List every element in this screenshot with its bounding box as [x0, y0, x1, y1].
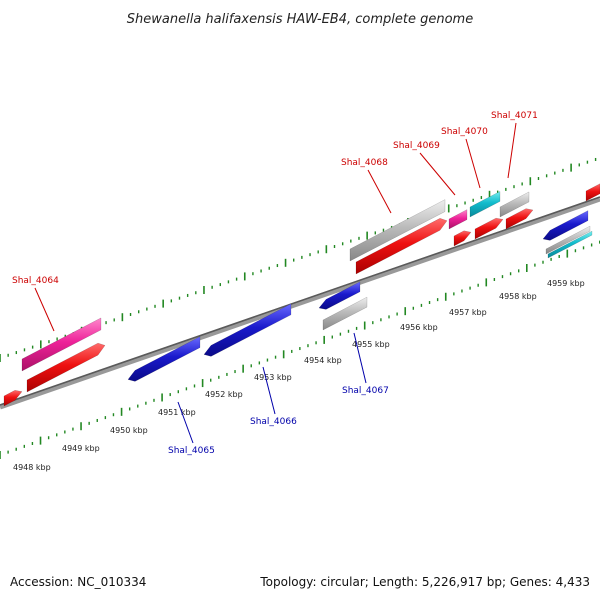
- gene-shal-4070[interactable]: [469, 190, 501, 218]
- gene-label[interactable]: Shal_4064: [12, 276, 59, 286]
- kbp-label: 4956 kbp: [400, 323, 438, 332]
- gene-label[interactable]: Shal_4071: [491, 111, 538, 121]
- backbone-line-dark: [0, 196, 600, 406]
- ruler-ticks: [0, 157, 600, 459]
- gene-forward[interactable]: [355, 218, 448, 275]
- gene-reverse[interactable]: [547, 230, 593, 259]
- ruler-labels: 4948 kbp 4949 kbp 4950 kbp 4951 kbp 4952 kbp…: [13, 279, 585, 472]
- genome-backbone: [0, 196, 600, 410]
- kbp-label: 4951 kbp: [158, 408, 196, 417]
- gene-forward[interactable]: [3, 390, 23, 407]
- gene-shal-4068[interactable]: [349, 199, 446, 262]
- gene-forward[interactable]: [474, 217, 504, 240]
- kbp-label: 4959 kbp: [547, 279, 585, 288]
- gene-shal-4064[interactable]: [21, 317, 102, 372]
- gene-shal-4069[interactable]: [448, 209, 468, 230]
- kbp-label: 4949 kbp: [62, 444, 100, 453]
- kbp-label: 4948 kbp: [13, 463, 51, 472]
- gene-reverse[interactable]: [542, 210, 589, 241]
- gene-shal-4066[interactable]: [203, 303, 292, 357]
- gene-shal-4071[interactable]: [499, 191, 530, 218]
- kbp-label: 4952 kbp: [205, 390, 243, 399]
- gene-forward[interactable]: [26, 342, 106, 393]
- gene-forward[interactable]: [453, 230, 472, 247]
- leader-line: [507, 122, 517, 179]
- leader-line: [262, 366, 276, 415]
- kbp-label: 4958 kbp: [499, 292, 537, 301]
- gene-labels: Shal_4064Shal_4068Shal_4069Shal_4070Shal…: [12, 111, 538, 456]
- leader-line: [34, 287, 55, 332]
- gene-reverse[interactable]: [318, 281, 361, 310]
- gene-reverse[interactable]: [545, 225, 591, 255]
- gene-features: [3, 183, 600, 407]
- kbp-label: 4957 kbp: [449, 308, 487, 317]
- genome-summary: Topology: circular; Length: 5,226,917 bp…: [259, 575, 590, 589]
- gene-forward[interactable]: [505, 208, 534, 230]
- gene-shal-4067[interactable]: [322, 296, 368, 331]
- kbp-label: 4950 kbp: [110, 426, 148, 435]
- backbone-line: [0, 196, 600, 410]
- leader-line: [177, 401, 194, 444]
- map-title: Shewanella halifaxensis HAW-EB4, complet…: [127, 12, 473, 27]
- kbp-label: 4954 kbp: [304, 356, 342, 365]
- gene-label[interactable]: Shal_4065: [168, 446, 215, 456]
- leader-line: [465, 138, 481, 189]
- kbp-label: 4955 kbp: [352, 340, 390, 349]
- leader-line: [367, 169, 392, 214]
- gene-shal-4065[interactable]: [127, 336, 201, 382]
- gene-label[interactable]: Shal_4070: [441, 127, 488, 137]
- gene-label[interactable]: Shal_4067: [342, 386, 389, 396]
- gene-label[interactable]: Shal_4068: [341, 158, 388, 168]
- gene-forward[interactable]: [585, 183, 600, 202]
- gene-label[interactable]: Shal_4069: [393, 141, 440, 151]
- accession-label: Accession: NC_010334: [10, 575, 146, 589]
- gene-label[interactable]: Shal_4066: [250, 417, 297, 427]
- kbp-label: 4953 kbp: [254, 373, 292, 382]
- leader-line: [353, 332, 367, 384]
- leader-line: [419, 152, 456, 196]
